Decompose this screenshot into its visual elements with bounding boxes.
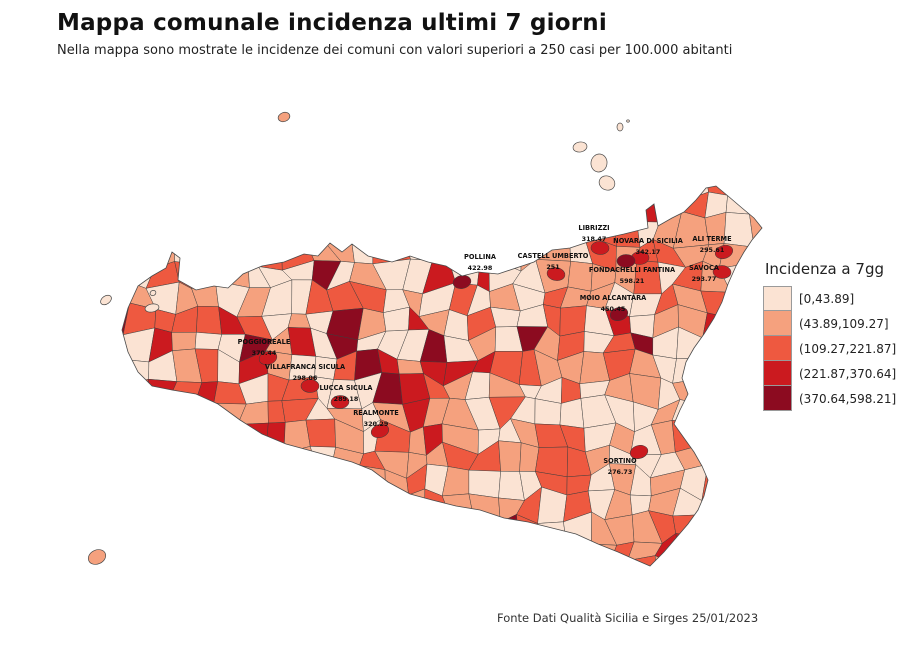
municipality-value-label: 295.61 (700, 246, 725, 254)
source-note: Fonte Dati Qualità Sicilia e Sirges 25/0… (497, 611, 759, 625)
legend-class-label: (109.27,221.87] (799, 341, 897, 356)
legend-class-label: (370.64,598.21] (799, 391, 897, 406)
municipality-value-label: 320.29 (364, 420, 389, 428)
municipality-name-label: SAVOCA (689, 264, 720, 272)
legend-class-label: (43.89,109.27] (799, 316, 889, 331)
municipality-marker (712, 265, 732, 279)
municipality-name-label: VILLAFRANCA SICULA (265, 363, 346, 371)
favignana-island-icon (144, 303, 160, 313)
vulcano-island-icon (598, 175, 616, 191)
municipality-value-label: 422.98 (468, 264, 493, 272)
municipality-name-label: NOVARA DI SICILIA (613, 237, 684, 245)
municipality-marker (300, 379, 320, 393)
municipality-name-label: POGGIOREALE (238, 338, 291, 346)
municipality-value-label: 370.44 (252, 349, 277, 357)
municipality-marker (258, 351, 278, 365)
legend-swatch (763, 311, 792, 336)
legend-item: (221.87,370.64] (763, 361, 919, 386)
municipality-value-label: 598.21 (620, 277, 645, 285)
municipality-name-label: FONDACHELLI FANTINA (589, 266, 676, 274)
legend-class-label: (221.87,370.64] (799, 366, 897, 381)
municipality-marker (616, 254, 636, 268)
municipality-marker (330, 395, 350, 409)
legend-item: [0,43.89] (763, 286, 919, 311)
header: Mappa comunale incidenza ultimi 7 giorni… (57, 10, 817, 58)
municipality-marker (546, 267, 566, 281)
page-title: Mappa comunale incidenza ultimi 7 giorni (57, 10, 607, 36)
panarea-island-icon (616, 122, 624, 132)
legend-swatch (763, 336, 792, 361)
legend-swatch (763, 286, 792, 311)
municipality-marker (714, 244, 734, 260)
legend-item: (43.89,109.27] (763, 311, 919, 336)
municipality-value-label: 298.06 (293, 374, 318, 382)
lipari-island-icon (590, 153, 608, 173)
municipality-value-label: 318.47 (582, 235, 607, 243)
legend-swatch (763, 386, 792, 411)
marettimo-island-icon (100, 294, 112, 306)
legend-swatch (763, 361, 792, 386)
stromboli-island-icon (626, 119, 630, 123)
municipality-markers (258, 241, 734, 459)
municipality-name-label: CASTELL UMBERTO (518, 252, 589, 260)
municipality-value-label: 289.18 (334, 395, 359, 403)
legend-class-label: [0,43.89] (799, 291, 855, 306)
municipality-marker (590, 241, 610, 255)
municipality-labels: POLLINA 422.98 CASTELL UMBERTO 251 LIBRIZZI 3… (238, 224, 732, 476)
municipality-marker (629, 445, 649, 459)
legend-item: (370.64,598.21] (763, 386, 919, 411)
pantelleria-island-icon (87, 549, 107, 565)
legend-title: Incidenza a 7gg (765, 260, 884, 278)
choropleth-cells (122, 186, 762, 566)
municipality-name-label: ALI TERME (692, 235, 732, 243)
legend-item: (109.27,221.87] (763, 336, 919, 361)
municipality-name-label: REALMONTE (353, 409, 399, 417)
municipality-name-label: SORTINO (603, 457, 637, 465)
ustica-island-icon (277, 111, 291, 123)
municipality-name-label: POLLINA (464, 253, 497, 261)
municipality-value-label: 293.77 (692, 275, 717, 283)
legend-rows: [0,43.89] (43.89,109.27] (109.27,221.87] (2… (763, 286, 919, 411)
levanzo-island-icon (149, 290, 157, 296)
municipality-value-label: 342.17 (636, 248, 661, 256)
municipality-name-label: MOIO ALCANTARA (580, 294, 647, 302)
municipality-name-label: LUCCA SICULA (319, 384, 373, 392)
salina-island-icon (572, 141, 588, 153)
municipality-name-label: LIBRIZZI (578, 224, 609, 232)
municipality-value-label: 276.73 (608, 468, 633, 476)
municipality-marker (370, 423, 390, 439)
municipality-marker (609, 307, 629, 321)
page-subtitle: Nella mappa sono mostrate le incidenze d… (57, 43, 733, 58)
minor-islands (87, 111, 630, 565)
municipality-value-label: 450.45 (601, 305, 626, 313)
sicily-outline (121, 185, 763, 567)
legend: Incidenza a 7gg [0,43.89] (43.89,109.27] (… (763, 260, 919, 411)
municipality-value-label: 251 (546, 263, 559, 271)
